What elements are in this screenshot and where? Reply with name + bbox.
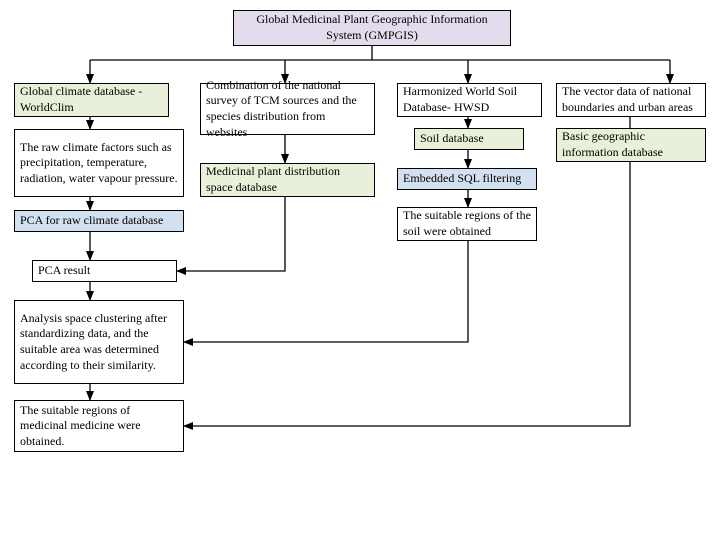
edge-12	[177, 197, 285, 271]
node-raw_climate: The raw climate factors such as precipit…	[14, 129, 184, 197]
node-soil_regions: The suitable regions of the soil were ob…	[397, 207, 537, 241]
node-hwsd: Harmonized World Soil Database- HWSD	[397, 83, 542, 117]
node-sql_filter: Embedded SQL filtering	[397, 168, 537, 190]
node-climate_db: Global climate database -WorldClim	[14, 83, 169, 117]
edge-18	[184, 162, 630, 426]
node-combination: Combination of the national survey of TC…	[200, 83, 375, 135]
node-analysis: Analysis space clustering after standard…	[14, 300, 184, 384]
node-pca_result: PCA result	[32, 260, 177, 282]
node-med_plant_db: Medicinal plant distribution space datab…	[200, 163, 375, 197]
node-basic_geo: Basic geographic information database	[556, 128, 706, 162]
edge-16	[184, 241, 468, 342]
node-final: The suitable regions of medicinal medici…	[14, 400, 184, 452]
node-soil_db: Soil database	[414, 128, 524, 150]
node-vector_data: The vector data of national boundaries a…	[556, 83, 706, 117]
node-pca_box: PCA for raw climate database	[14, 210, 184, 232]
node-title: Global Medicinal Plant Geographic Inform…	[233, 10, 511, 46]
flowchart-canvas: Global Medicinal Plant Geographic Inform…	[0, 0, 713, 538]
